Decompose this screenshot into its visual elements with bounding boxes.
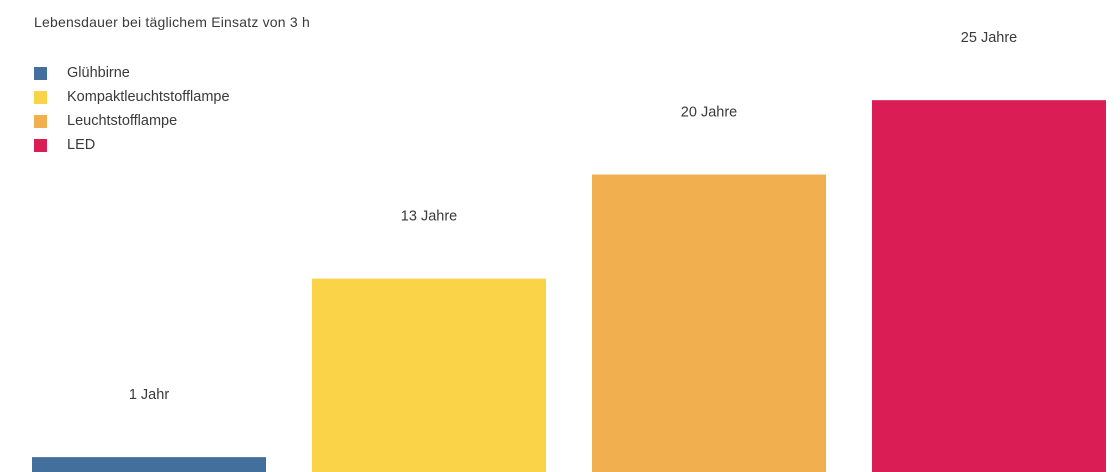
legend-item-led: LED xyxy=(34,133,230,157)
data-label-kompaktleuchtstofflampe: 13 Jahre xyxy=(401,209,457,225)
legend-label-gluehbirne: Glühbirne xyxy=(67,65,130,81)
legend-label-leuchtstofflampe: Leuchtstofflampe xyxy=(67,113,178,129)
legend-swatch-led xyxy=(34,138,47,152)
legend-swatch-leuchtstofflampe xyxy=(34,114,47,128)
data-label-leuchtstofflampe: 20 Jahre xyxy=(681,105,737,121)
chart-subtitle: Lebensdauer bei täglichem Einsatz von 3 … xyxy=(34,14,310,30)
bar-led xyxy=(872,100,1106,472)
legend-item-leuchtstofflampe: Leuchtstofflampe xyxy=(34,109,230,133)
legend-label-led: LED xyxy=(67,137,96,153)
legend-item-gluehbirne: Glühbirne xyxy=(34,61,230,85)
legend-swatch-kompaktleuchtstofflampe xyxy=(34,90,47,104)
bar-leuchtstofflampe xyxy=(592,174,826,472)
data-label-led: 25 Jahre xyxy=(961,30,1017,46)
bar-gluehbirne xyxy=(32,457,266,472)
legend-label-kompaktleuchtstofflampe: Kompaktleuchtstofflampe xyxy=(67,89,230,105)
chart-legend: Glühbirne Kompaktleuchtstofflampe Leucht… xyxy=(34,61,230,157)
data-label-gluehbirne: 1 Jahr xyxy=(129,387,169,403)
legend-swatch-gluehbirne xyxy=(34,66,47,80)
bar-kompaktleuchtstofflampe xyxy=(312,278,546,472)
legend-item-kompaktleuchtstofflampe: Kompaktleuchtstofflampe xyxy=(34,85,230,109)
